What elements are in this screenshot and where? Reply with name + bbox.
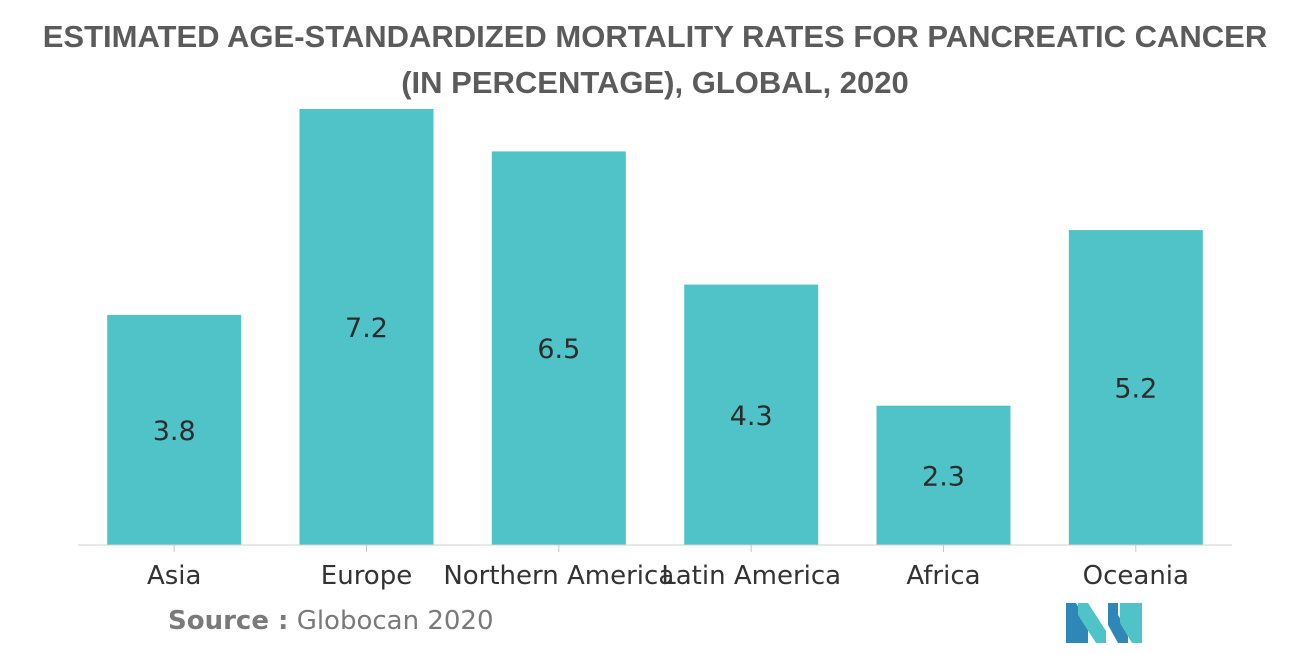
bar-africa — [876, 405, 1011, 545]
x-tick-label-oceania: Oceania — [1083, 561, 1189, 591]
chart-title-line-2: (IN PERCENTAGE), GLOBAL, 2020 — [401, 65, 909, 100]
source-note: Source : Globocan 2020 — [168, 606, 494, 636]
logo-shape-2 — [1078, 603, 1106, 643]
bar-value-label-oceania: 5.2 — [1114, 374, 1157, 405]
x-tick-label-latin-america: Latin America — [661, 561, 841, 591]
bar-latin-america — [684, 284, 819, 545]
bar-asia — [107, 314, 242, 545]
chart-title: ESTIMATED AGE-STANDARDIZED MORTALITY RAT… — [0, 14, 1310, 106]
bar-value-label-latin-america: 4.3 — [730, 401, 773, 432]
bar-value-label-africa: 2.3 — [922, 461, 965, 492]
bar-value-label-northern-america: 6.5 — [537, 334, 580, 365]
source-text: Globocan 2020 — [296, 606, 494, 636]
source-label: Source : — [168, 606, 289, 636]
bar-value-label-europe: 7.2 — [345, 313, 388, 344]
logo-shape-4 — [1120, 603, 1142, 643]
x-tick-label-northern-america: Northern America — [443, 561, 674, 591]
mordor-intelligence-logo-icon — [1066, 603, 1142, 643]
x-tick-label-europe: Europe — [321, 561, 412, 591]
logo-shape-1 — [1066, 603, 1088, 643]
chart-title-line-1: ESTIMATED AGE-STANDARDIZED MORTALITY RAT… — [42, 19, 1268, 54]
bars-group: 3.8 7.2 6.5 4.3 2.3 5.2 — [107, 109, 1203, 545]
bar-northern-america — [491, 151, 626, 545]
bar-oceania — [1068, 230, 1203, 545]
bar-chart: 3.8 7.2 6.5 4.3 2.3 5.2 Asia Europe Northern Am… — [78, 109, 1232, 591]
x-tick-label-africa: Africa — [906, 561, 980, 591]
bar-europe — [299, 109, 434, 545]
bar-value-label-asia: 3.8 — [153, 416, 196, 447]
logo-shape-3 — [1108, 603, 1128, 643]
x-tick-label-asia: Asia — [147, 561, 202, 591]
